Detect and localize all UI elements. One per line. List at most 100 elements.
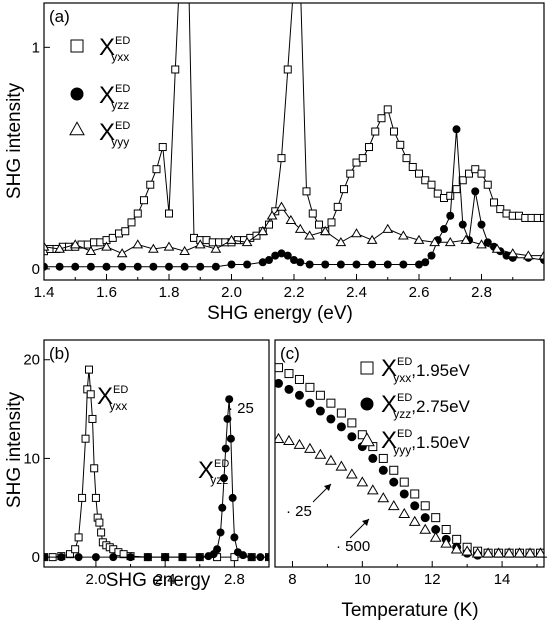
square-marker <box>452 534 462 544</box>
scale-label: · 25 <box>228 400 254 417</box>
square-marker <box>308 209 317 218</box>
series-yxx <box>44 3 544 256</box>
circle-marker <box>213 545 222 554</box>
square-marker <box>427 180 436 189</box>
triangle-marker <box>507 248 519 258</box>
triangle-marker <box>382 223 394 233</box>
plot-area <box>275 363 544 560</box>
circle-marker <box>410 501 420 511</box>
x-axis-title: SHG energy (eV) <box>207 303 353 324</box>
x-tick-label: 2.4 <box>155 571 176 588</box>
y-tick-label: 20 <box>23 352 40 369</box>
square-marker <box>471 165 480 174</box>
circle-marker <box>149 262 158 271</box>
y-tick-label: 10 <box>23 450 40 467</box>
legend-label: XED yzz <box>99 82 130 112</box>
triangle-marker <box>319 225 331 236</box>
triangle-marker <box>179 245 190 256</box>
triangle-marker <box>398 230 409 240</box>
triangle-marker <box>413 234 425 244</box>
y-axis-title: SHG intensity <box>4 391 25 508</box>
triangle-marker <box>476 239 487 249</box>
square-marker <box>305 382 315 392</box>
x-tick-label: 10 <box>354 571 371 588</box>
circle-marker <box>265 553 269 562</box>
circle-marker <box>227 260 236 269</box>
arrow-head <box>324 484 331 491</box>
square-marker <box>97 528 106 537</box>
triangle-marker <box>69 121 85 136</box>
circle-marker <box>352 260 361 269</box>
circle-marker <box>223 414 232 423</box>
triangle-marker <box>148 243 159 253</box>
triangle-marker <box>276 201 287 211</box>
triangle-marker <box>408 515 421 526</box>
circle-marker <box>294 390 304 400</box>
panel-label: (a) <box>49 7 70 26</box>
triangle-marker <box>325 454 337 465</box>
circle-marker <box>239 551 248 560</box>
x-tick-label: 1.4 <box>34 284 55 301</box>
circle-marker <box>427 251 436 260</box>
square-marker <box>294 374 304 384</box>
circle-marker <box>277 249 286 258</box>
circle-marker <box>290 256 298 265</box>
circle-marker <box>126 553 135 562</box>
square-marker <box>441 524 451 534</box>
triangle-marker <box>366 234 378 244</box>
triangle-marker <box>163 241 175 251</box>
circle-marker <box>70 87 84 101</box>
triangle-marker <box>398 507 411 519</box>
square-marker <box>390 127 398 136</box>
triangle-marker <box>387 500 400 511</box>
square-marker <box>490 198 498 207</box>
plot-area <box>44 3 544 271</box>
triangle-marker <box>257 225 269 236</box>
x-tick-label: 1.6 <box>96 284 117 301</box>
series-line <box>44 369 269 558</box>
square-marker <box>483 180 492 189</box>
plot-area <box>44 365 269 562</box>
circle-marker <box>57 553 66 562</box>
square-marker <box>165 209 173 218</box>
circle-marker <box>336 422 346 432</box>
x-tick-label: 2.8 <box>224 571 245 588</box>
circle-marker <box>258 258 267 267</box>
circle-marker <box>420 513 430 523</box>
square-marker <box>421 176 430 185</box>
series-yzz <box>44 125 544 271</box>
y-axis-title: SHG intensity <box>4 82 25 199</box>
circle-marker <box>118 262 127 271</box>
square-marker <box>389 465 399 475</box>
circle-marker <box>55 262 64 271</box>
square-marker <box>399 477 409 487</box>
circle-marker <box>218 503 227 512</box>
square-marker <box>152 165 161 174</box>
circle-marker <box>283 251 292 260</box>
circle-marker <box>178 553 187 562</box>
circle-marker <box>321 260 330 269</box>
series-yyy <box>275 432 544 558</box>
circle-marker <box>305 398 315 408</box>
panel-label: (b) <box>49 344 70 363</box>
triangle-marker <box>266 210 278 220</box>
x-tick-label: 1.8 <box>159 284 180 301</box>
square-marker <box>333 202 342 211</box>
triangle-marker <box>132 239 144 249</box>
square-marker <box>70 39 84 53</box>
square-marker <box>371 127 380 136</box>
square-marker <box>496 205 505 214</box>
circle-marker <box>143 553 152 562</box>
triangle-marker <box>210 243 222 253</box>
triangle-marker <box>85 245 97 256</box>
triangle-marker <box>460 234 472 244</box>
panel-label: (c) <box>280 344 300 363</box>
circle-marker <box>502 251 511 260</box>
x-tick-label: 12 <box>424 571 441 588</box>
triangle-marker <box>226 234 237 244</box>
triangle-marker <box>304 442 316 453</box>
circle-marker <box>347 432 357 442</box>
triangle-marker <box>69 239 81 249</box>
square-marker <box>433 189 442 198</box>
x-tick-label: 2.0 <box>85 571 106 588</box>
